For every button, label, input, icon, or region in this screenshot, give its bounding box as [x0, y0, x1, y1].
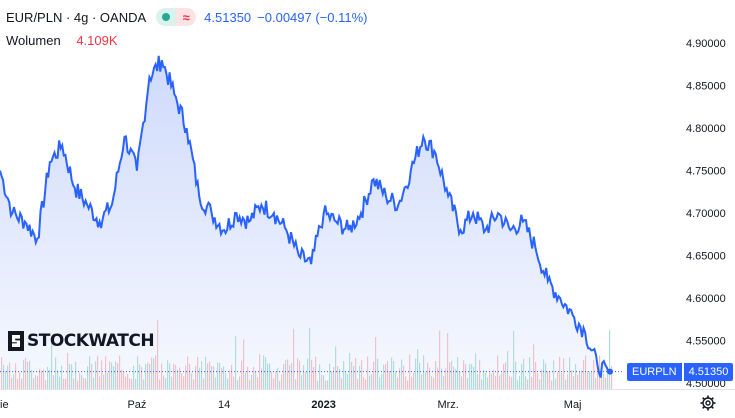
volume-legend: Wolumen 4.109K: [6, 33, 118, 48]
chart-header: EUR/PLN · 4g · OANDA ≈ 4.51350 −0.00497 …: [6, 8, 368, 26]
x-tick-label: Mrz.: [437, 399, 458, 411]
price-tag: EURPLN 4.51350: [627, 362, 734, 381]
price-tag-value: 4.51350: [683, 362, 734, 381]
y-tick-label: 4.70000: [686, 208, 726, 220]
status-badges[interactable]: ≈: [156, 8, 197, 26]
logo-text: STOCKWATCH: [27, 331, 155, 351]
volume-bar: [611, 365, 613, 389]
time-axis[interactable]: ie Paź 14 2023 Mrz. Maj: [0, 399, 582, 411]
x-tick-label: 14: [218, 399, 230, 411]
price-axis[interactable]: 4.90000 4.85000 4.80000 4.75000 4.70000 4.650…: [686, 38, 726, 390]
price-line: [0, 55, 611, 378]
x-tick-label: 2023: [311, 399, 335, 411]
price-change: −0.00497 (−0.11%): [257, 9, 368, 25]
y-tick-label: 4.90000: [686, 38, 726, 50]
y-tick-label: 4.75000: [686, 166, 726, 178]
volume-bar: [609, 330, 611, 389]
last-price-dot: [607, 368, 613, 375]
y-tick-label: 4.65000: [686, 251, 726, 263]
logo-icon: [8, 331, 24, 351]
y-tick-label: 4.60000: [686, 293, 726, 305]
price-tag-symbol: EURPLN: [627, 362, 682, 381]
volume-value: 4.109K: [76, 33, 118, 48]
wave-icon: ≈: [176, 8, 197, 26]
y-tick-label: 4.55000: [686, 336, 726, 348]
dot-icon: [156, 8, 177, 26]
symbol-title[interactable]: EUR/PLN · 4g · OANDA: [6, 9, 147, 25]
price-area: [0, 55, 610, 390]
x-tick-label: Maj: [564, 399, 582, 411]
logo: STOCKWATCH: [8, 331, 155, 351]
y-tick-label: 4.80000: [686, 123, 726, 135]
gear-icon[interactable]: [700, 395, 716, 411]
last-price: 4.51350: [204, 9, 252, 25]
volume-label[interactable]: Wolumen: [6, 33, 61, 48]
x-tick-label: ie: [0, 399, 9, 411]
y-tick-label: 4.85000: [686, 81, 726, 93]
y-tick-label: 4.50000: [686, 378, 726, 390]
x-tick-label: Paź: [127, 399, 146, 411]
